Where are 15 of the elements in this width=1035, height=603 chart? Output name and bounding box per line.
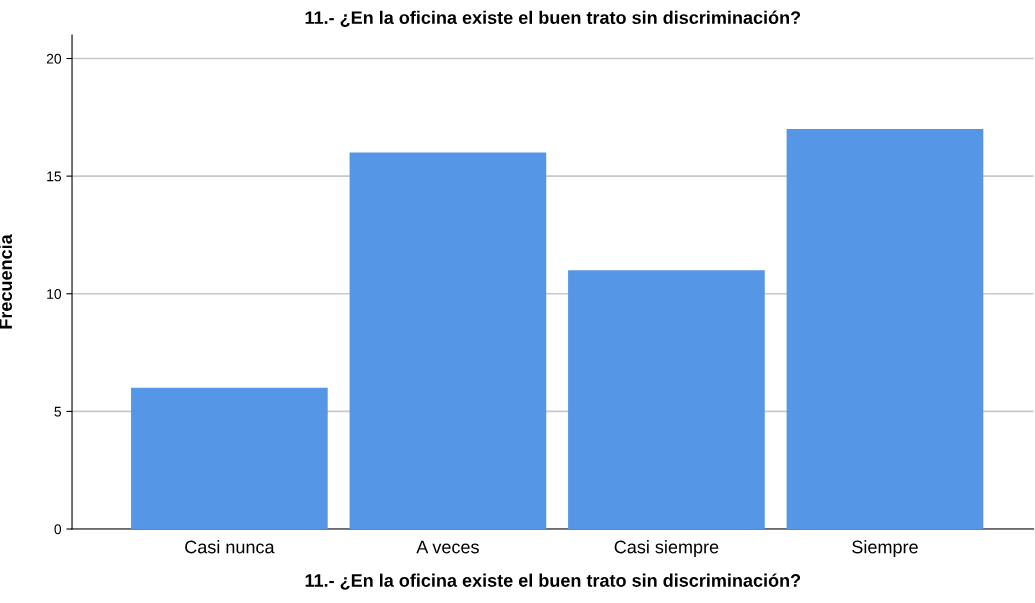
x-tick-label: A veces [416, 540, 479, 554]
bar [786, 129, 984, 530]
bar [131, 387, 328, 530]
y-tick-label: 10 [47, 289, 62, 299]
y-tick-label: 5 [54, 406, 62, 417]
bar [349, 152, 547, 530]
y-tick-label: 0 [54, 524, 62, 535]
chart-title: 11.- ¿En la oficina existe el buen trato sin discriminación? [305, 10, 801, 27]
bar [568, 270, 765, 530]
y-tick-label: 15 [47, 171, 62, 182]
x-tick-label: Casi nunca [185, 540, 275, 554]
x-tick-label: Siempre [852, 540, 918, 557]
x-axis-title: 11.- ¿En la oficina existe el buen trato sin discriminación? [305, 573, 801, 590]
y-tick-label: 20 [46, 53, 62, 64]
x-tick-label: Casi siempre [614, 540, 719, 557]
